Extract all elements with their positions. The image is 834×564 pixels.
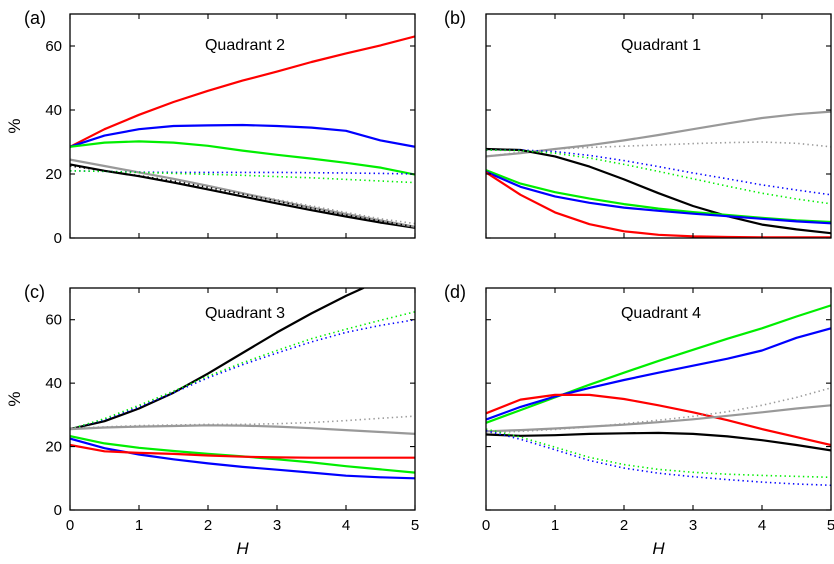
- series-line-solid-0: [486, 304, 831, 424]
- series-line-solid-2: [486, 169, 831, 224]
- y-tick-label: 60: [45, 38, 62, 55]
- panel-letter: (a): [24, 8, 46, 28]
- x-tick-label: 0: [66, 517, 74, 534]
- series-line-dotted-7: [486, 429, 831, 487]
- plot-frame: [69, 287, 416, 511]
- x-tick-label: 5: [411, 517, 419, 534]
- panel-title: Quadrant 3: [205, 305, 285, 322]
- y-axis-label: %: [5, 118, 24, 133]
- series-line-solid-3: [486, 170, 831, 225]
- panel-title: Quadrant 2: [205, 37, 285, 54]
- panel-title: Quadrant 1: [621, 37, 701, 54]
- series-group: [70, 35, 415, 229]
- panel-letter: (d): [444, 282, 466, 302]
- series-line-solid-1: [70, 123, 415, 148]
- panel-d: 0 1 2 3 4 5 (d) Quadrant 4 H: [444, 282, 834, 558]
- x-tick-label: 5: [827, 517, 834, 534]
- series-line-dotted-2: [70, 311, 415, 430]
- plot-frame: [69, 13, 416, 239]
- y-tick-label: 40: [45, 102, 62, 119]
- series-line-solid-0: [70, 288, 365, 431]
- y-tick-label: 0: [54, 502, 62, 519]
- series-group: [486, 304, 831, 487]
- series-line-dotted-6: [486, 149, 831, 196]
- x-axis-label: H: [236, 539, 249, 558]
- x-tick-label: 1: [551, 517, 559, 534]
- y-tick-label: 0: [54, 230, 62, 247]
- series-line-solid-0: [70, 35, 415, 148]
- y-tick-label: 60: [45, 312, 62, 329]
- series-line-solid-2: [486, 393, 831, 447]
- panel-letter: (b): [444, 8, 466, 28]
- y-tick-label: 20: [45, 439, 62, 456]
- panel-a: 0 20 40 60 (a) Quadrant 2%: [5, 8, 416, 247]
- series-line-solid-4: [486, 404, 831, 433]
- plot-frame: [485, 287, 832, 511]
- series-line-solid-0: [486, 110, 831, 158]
- series-line-solid-5: [486, 431, 831, 452]
- series-line-solid-3: [70, 163, 415, 229]
- x-tick-label: 2: [204, 517, 212, 534]
- series-line-solid-2: [70, 140, 415, 176]
- x-tick-label: 3: [273, 517, 281, 534]
- series-line-solid-1: [486, 147, 831, 235]
- series-line-solid-4: [70, 424, 415, 435]
- x-axis-label: H: [652, 539, 665, 558]
- x-tick-label: 3: [689, 517, 697, 534]
- series-line-dotted-8: [70, 165, 415, 228]
- x-tick-label: 0: [482, 517, 490, 534]
- plot-frame: [485, 13, 832, 239]
- series-line-solid-7: [70, 443, 415, 459]
- x-tick-label: 2: [620, 517, 628, 534]
- y-tick-label: 20: [45, 166, 62, 183]
- series-line-dotted-7: [70, 158, 415, 225]
- panel-c: 0 1 2 3 4 5 0 20 40 60(c) Quadrant 3% H: [5, 282, 419, 558]
- series-line-solid-1: [486, 327, 831, 421]
- series-line-dotted-6: [70, 170, 415, 184]
- panel-title: Quadrant 4: [621, 305, 701, 322]
- panel-letter: (c): [24, 282, 45, 302]
- x-tick-label: 4: [758, 517, 766, 534]
- x-tick-label: 4: [342, 517, 350, 534]
- series-line-dotted-7: [486, 149, 831, 205]
- series-line-dotted-1: [70, 318, 415, 430]
- series-group: [70, 288, 415, 480]
- x-tick-label: 1: [135, 517, 143, 534]
- series-group: [486, 110, 831, 238]
- panel-b: (b) Quadrant 1: [444, 8, 832, 239]
- y-tick-label: 40: [45, 375, 62, 392]
- y-axis-label: %: [5, 391, 24, 406]
